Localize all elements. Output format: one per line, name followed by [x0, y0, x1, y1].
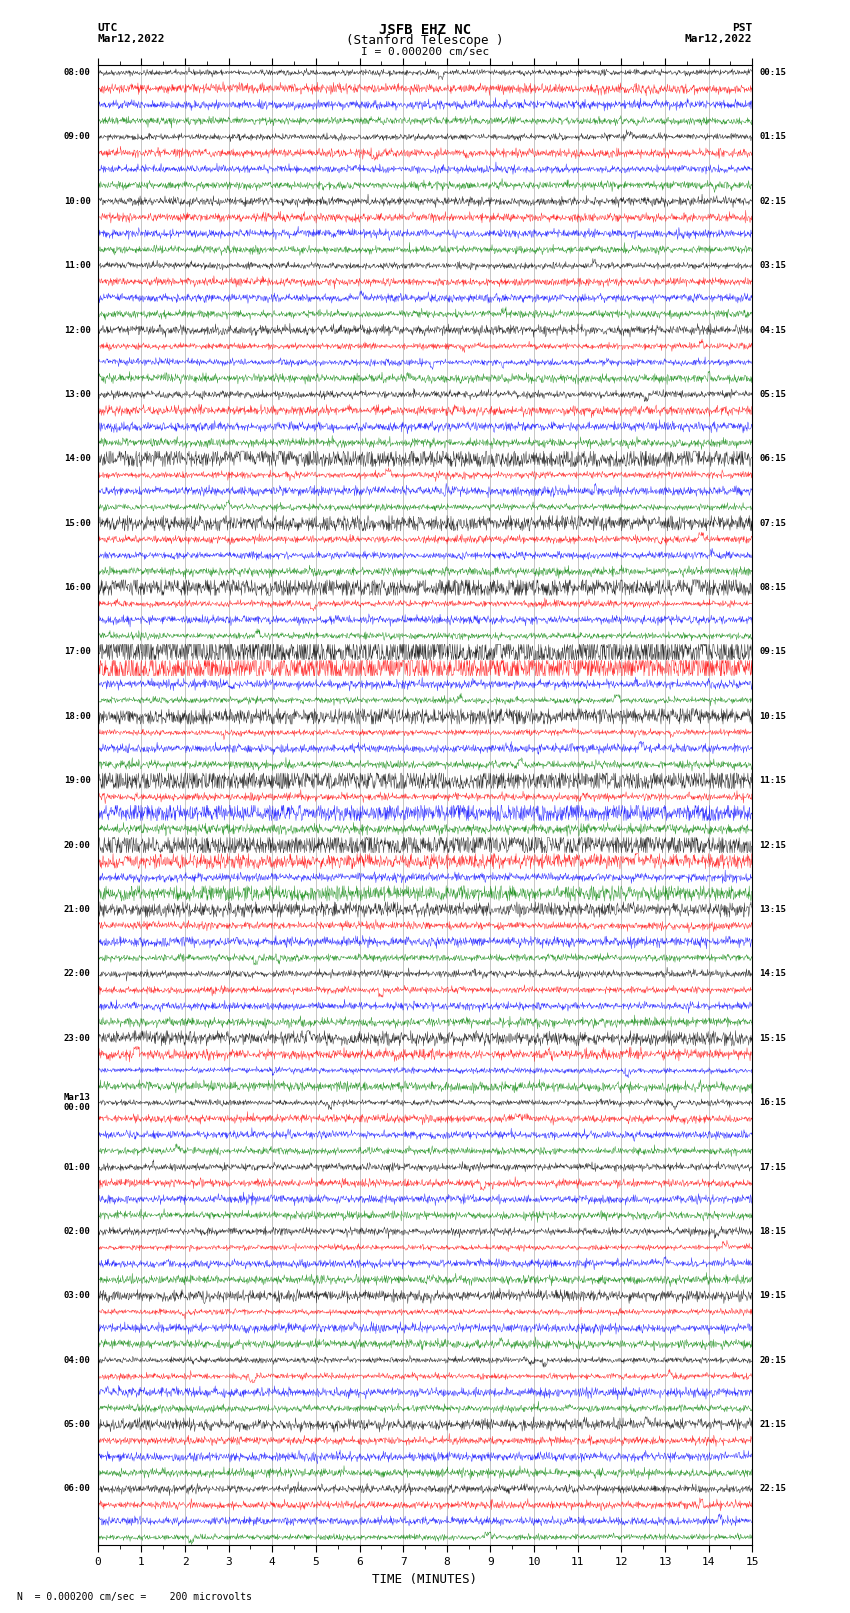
Text: UTC: UTC [98, 23, 118, 32]
Text: Mar12,2022: Mar12,2022 [98, 34, 165, 44]
Text: 09:15: 09:15 [759, 647, 786, 656]
Text: 23:00: 23:00 [64, 1034, 91, 1042]
X-axis label: TIME (MINUTES): TIME (MINUTES) [372, 1573, 478, 1586]
Text: 12:15: 12:15 [759, 840, 786, 850]
Text: JSFB EHZ NC: JSFB EHZ NC [379, 23, 471, 37]
Text: Mar13
00:00: Mar13 00:00 [64, 1094, 91, 1113]
Text: N  = 0.000200 cm/sec =    200 microvolts: N = 0.000200 cm/sec = 200 microvolts [17, 1592, 252, 1602]
Text: PST: PST [732, 23, 752, 32]
Text: 20:15: 20:15 [759, 1355, 786, 1365]
Text: 11:00: 11:00 [64, 261, 91, 271]
Text: 05:15: 05:15 [759, 390, 786, 398]
Text: 03:15: 03:15 [759, 261, 786, 271]
Text: 14:15: 14:15 [759, 969, 786, 979]
Text: 04:15: 04:15 [759, 326, 786, 334]
Text: 10:15: 10:15 [759, 711, 786, 721]
Text: 08:00: 08:00 [64, 68, 91, 77]
Text: 17:00: 17:00 [64, 647, 91, 656]
Text: 22:00: 22:00 [64, 969, 91, 979]
Text: 19:00: 19:00 [64, 776, 91, 786]
Text: 21:00: 21:00 [64, 905, 91, 915]
Text: 19:15: 19:15 [759, 1292, 786, 1300]
Text: 20:00: 20:00 [64, 840, 91, 850]
Text: 06:00: 06:00 [64, 1484, 91, 1494]
Text: 21:15: 21:15 [759, 1419, 786, 1429]
Text: 05:00: 05:00 [64, 1419, 91, 1429]
Text: 15:00: 15:00 [64, 519, 91, 527]
Text: 14:00: 14:00 [64, 455, 91, 463]
Text: 09:00: 09:00 [64, 132, 91, 142]
Text: 03:00: 03:00 [64, 1292, 91, 1300]
Text: 06:15: 06:15 [759, 455, 786, 463]
Text: I = 0.000200 cm/sec: I = 0.000200 cm/sec [361, 47, 489, 56]
Text: 02:15: 02:15 [759, 197, 786, 206]
Text: 13:00: 13:00 [64, 390, 91, 398]
Text: 17:15: 17:15 [759, 1163, 786, 1171]
Text: 18:15: 18:15 [759, 1227, 786, 1236]
Text: 16:00: 16:00 [64, 584, 91, 592]
Text: Mar12,2022: Mar12,2022 [685, 34, 752, 44]
Text: 16:15: 16:15 [759, 1098, 786, 1107]
Text: 10:00: 10:00 [64, 197, 91, 206]
Text: 00:15: 00:15 [759, 68, 786, 77]
Text: 02:00: 02:00 [64, 1227, 91, 1236]
Text: 13:15: 13:15 [759, 905, 786, 915]
Text: 18:00: 18:00 [64, 711, 91, 721]
Text: 15:15: 15:15 [759, 1034, 786, 1042]
Text: 07:15: 07:15 [759, 519, 786, 527]
Text: 01:15: 01:15 [759, 132, 786, 142]
Text: 11:15: 11:15 [759, 776, 786, 786]
Text: 22:15: 22:15 [759, 1484, 786, 1494]
Text: 08:15: 08:15 [759, 584, 786, 592]
Text: (Stanford Telescope ): (Stanford Telescope ) [346, 34, 504, 47]
Text: 12:00: 12:00 [64, 326, 91, 334]
Text: 04:00: 04:00 [64, 1355, 91, 1365]
Text: 01:00: 01:00 [64, 1163, 91, 1171]
